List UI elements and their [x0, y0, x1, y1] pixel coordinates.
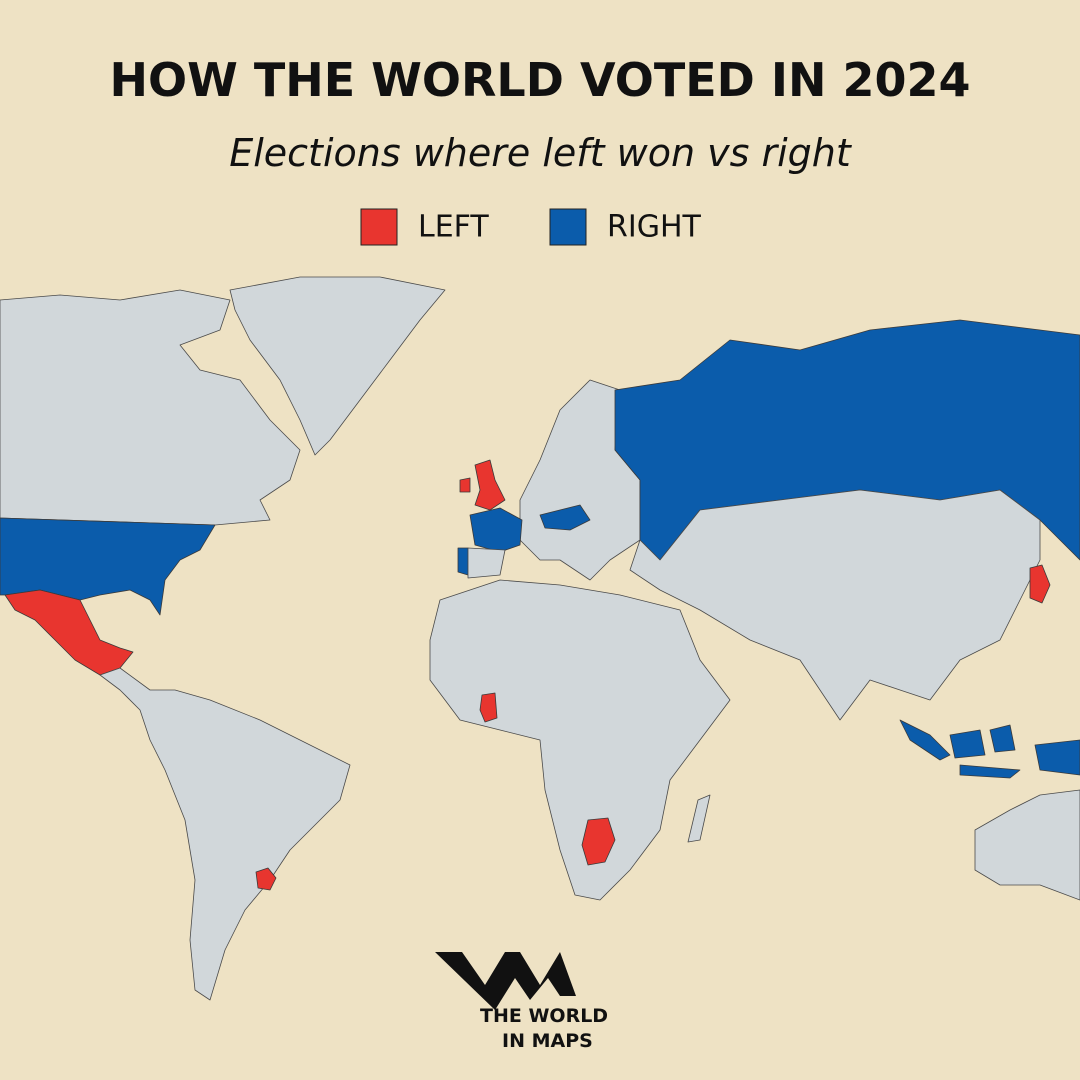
- region: [255, 867, 277, 891]
- legend-swatch: [549, 208, 587, 246]
- land: [0, 289, 301, 526]
- region: [899, 719, 1080, 779]
- land: [629, 489, 1041, 721]
- logo: THE WORLD IN MAPS: [435, 952, 608, 1052]
- region: [459, 459, 506, 511]
- land: [229, 276, 446, 456]
- region: [539, 504, 591, 531]
- land: [687, 794, 711, 843]
- region: [4, 589, 134, 676]
- region: [457, 547, 469, 576]
- region: [1029, 564, 1051, 604]
- logo-line: IN MAPS: [502, 1030, 593, 1052]
- land: [467, 547, 506, 579]
- region: [469, 507, 523, 553]
- legend-swatch: [360, 208, 398, 246]
- title: HOW THE WORLD VOTED IN 2024: [110, 53, 971, 107]
- land: [99, 667, 351, 1001]
- legend: LEFT RIGHT: [360, 208, 701, 246]
- land: [429, 579, 731, 901]
- logo-line: THE WORLD: [480, 1005, 608, 1027]
- legend-label: RIGHT: [607, 210, 701, 245]
- logo-mark: [435, 952, 576, 1010]
- land: [974, 789, 1080, 901]
- region: [479, 692, 498, 723]
- world-map: [0, 276, 1080, 1001]
- subtitle: Elections where left won vs right: [229, 131, 853, 175]
- region: [581, 817, 616, 866]
- legend-label: LEFT: [418, 210, 489, 245]
